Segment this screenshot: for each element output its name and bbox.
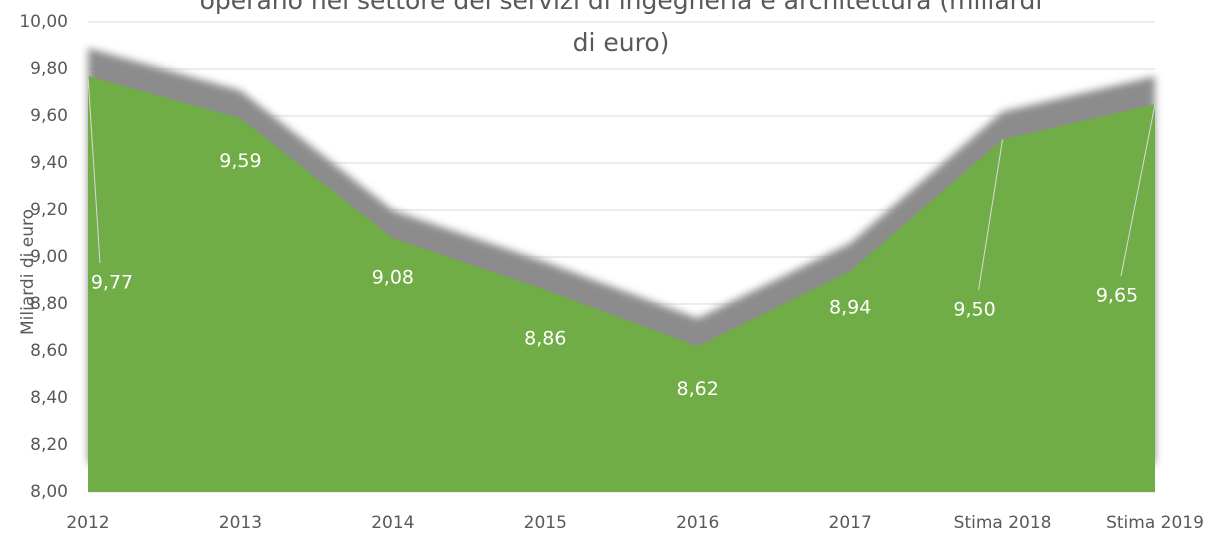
x-tick-label: 2015 xyxy=(524,513,567,533)
data-label: 9,65 xyxy=(1096,285,1138,307)
x-tick-label: 2013 xyxy=(219,513,262,533)
y-tick-label: 8,40 xyxy=(30,388,68,408)
y-tick-label: 8,80 xyxy=(30,294,68,314)
x-tick-label: 2012 xyxy=(66,513,109,533)
x-tick-label: 2014 xyxy=(371,513,414,533)
leader-line xyxy=(87,76,101,264)
y-tick-label: 10,00 xyxy=(19,12,68,32)
x-tick-label: 2017 xyxy=(829,513,872,533)
data-label: 8,94 xyxy=(829,297,871,319)
x-tick-label: Stima 2019 xyxy=(1106,513,1204,533)
chart-title: operano nel settore dei servizi di ingeg… xyxy=(200,0,1043,15)
x-tick-label: Stima 2018 xyxy=(954,513,1052,533)
y-tick-label: 8,00 xyxy=(30,482,68,502)
area xyxy=(88,76,1155,493)
data-label: 8,62 xyxy=(677,378,719,400)
data-label: 9,50 xyxy=(953,299,995,321)
leader-line xyxy=(978,139,1004,291)
area-group xyxy=(88,76,1155,493)
data-label: 9,77 xyxy=(91,272,133,294)
leader-line xyxy=(1120,104,1156,277)
data-label: 9,08 xyxy=(372,267,414,289)
y-tick-label: 9,40 xyxy=(30,153,68,173)
chart-title: di euro) xyxy=(573,28,670,57)
y-tick-label: 9,00 xyxy=(30,247,68,267)
y-tick-label: 9,60 xyxy=(30,106,68,126)
y-tick-label: 9,20 xyxy=(30,200,68,220)
y-tick-label: 8,20 xyxy=(30,435,68,455)
y-tick-label: 9,80 xyxy=(30,59,68,79)
x-tick-label: 2016 xyxy=(676,513,719,533)
data-label: 8,86 xyxy=(524,327,566,349)
y-axis-label: Miliardi di euro xyxy=(18,209,38,335)
data-label: 9,59 xyxy=(219,150,261,172)
y-tick-label: 8,60 xyxy=(30,341,68,361)
